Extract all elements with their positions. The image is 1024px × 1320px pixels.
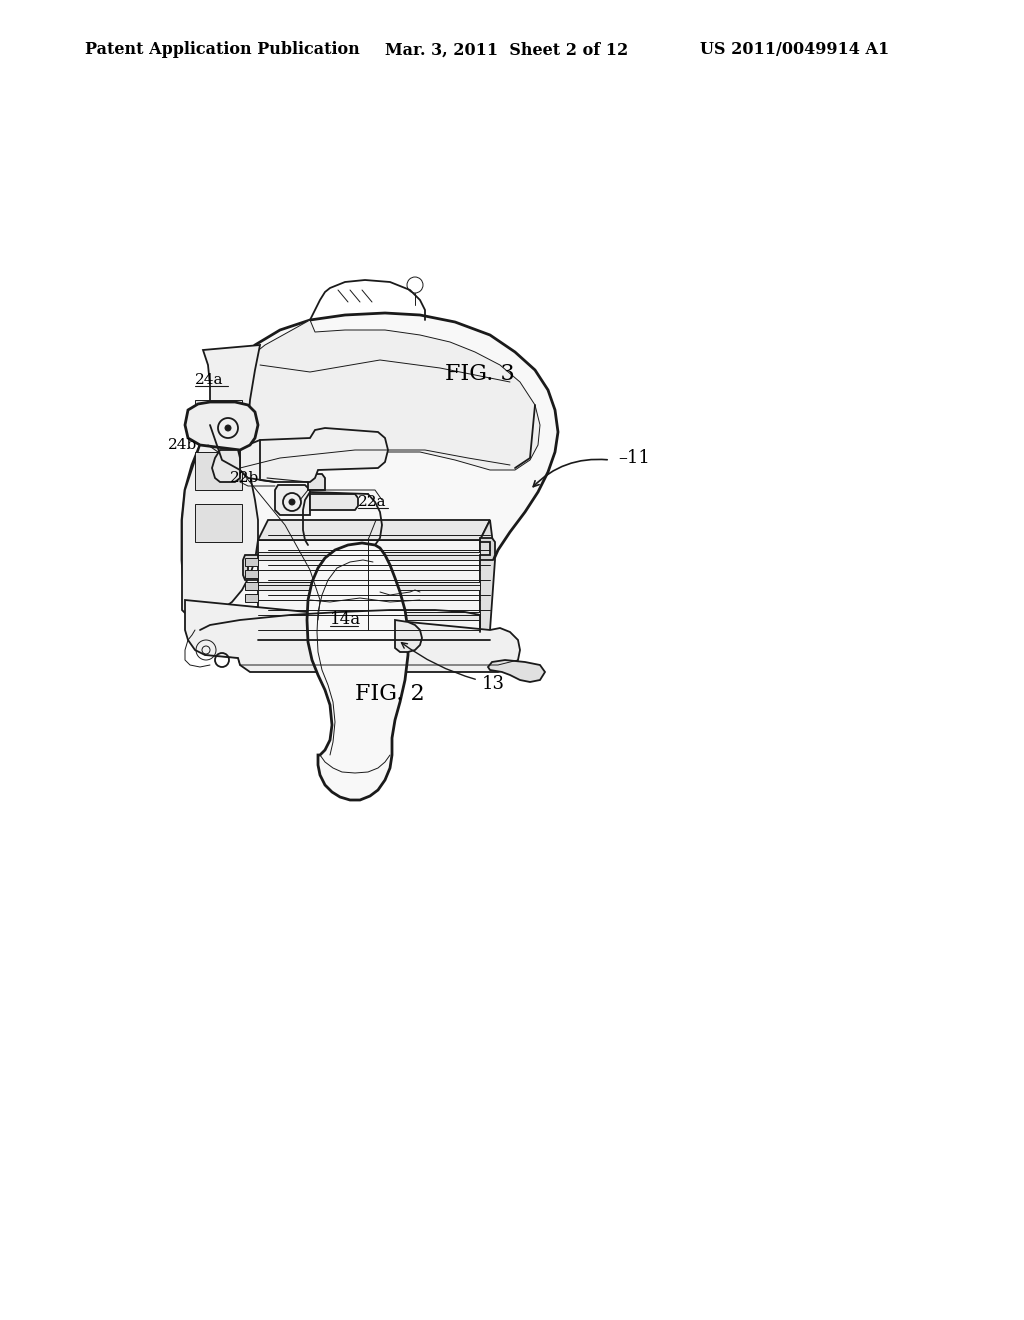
Polygon shape: [245, 594, 258, 602]
Polygon shape: [258, 552, 480, 560]
Polygon shape: [258, 582, 480, 590]
Polygon shape: [182, 313, 558, 632]
Polygon shape: [212, 450, 240, 482]
Polygon shape: [240, 428, 388, 482]
Polygon shape: [208, 319, 540, 470]
Text: 14a: 14a: [330, 611, 361, 628]
Circle shape: [289, 499, 295, 506]
Polygon shape: [310, 494, 358, 510]
Polygon shape: [258, 630, 490, 640]
Text: 24b: 24b: [168, 438, 198, 451]
Polygon shape: [477, 630, 502, 657]
Polygon shape: [480, 539, 495, 560]
Polygon shape: [308, 474, 325, 490]
Text: Mar. 3, 2011  Sheet 2 of 12: Mar. 3, 2011 Sheet 2 of 12: [385, 41, 629, 58]
Polygon shape: [258, 540, 480, 630]
Text: 24a: 24a: [195, 374, 223, 387]
Polygon shape: [480, 520, 495, 630]
Polygon shape: [243, 554, 258, 579]
Polygon shape: [185, 601, 520, 672]
Polygon shape: [195, 504, 242, 543]
Circle shape: [225, 425, 231, 432]
Polygon shape: [258, 520, 490, 540]
Polygon shape: [182, 345, 260, 620]
Polygon shape: [195, 400, 242, 438]
Polygon shape: [395, 620, 422, 652]
Polygon shape: [185, 403, 258, 450]
Polygon shape: [488, 660, 545, 682]
Polygon shape: [258, 612, 480, 620]
Text: US 2011/0049914 A1: US 2011/0049914 A1: [700, 41, 889, 58]
Polygon shape: [245, 582, 258, 590]
Polygon shape: [245, 606, 258, 614]
Text: –11: –11: [618, 449, 650, 467]
Polygon shape: [275, 484, 310, 515]
Polygon shape: [245, 570, 258, 578]
Polygon shape: [245, 558, 258, 566]
Text: 22a: 22a: [358, 495, 386, 510]
Polygon shape: [307, 543, 408, 800]
Polygon shape: [195, 451, 242, 490]
Text: FIG. 3: FIG. 3: [445, 363, 515, 385]
Text: Patent Application Publication: Patent Application Publication: [85, 41, 359, 58]
Text: FIG. 2: FIG. 2: [355, 682, 425, 705]
Text: 13: 13: [482, 675, 505, 693]
Polygon shape: [238, 630, 262, 657]
Text: 22b: 22b: [230, 471, 259, 484]
